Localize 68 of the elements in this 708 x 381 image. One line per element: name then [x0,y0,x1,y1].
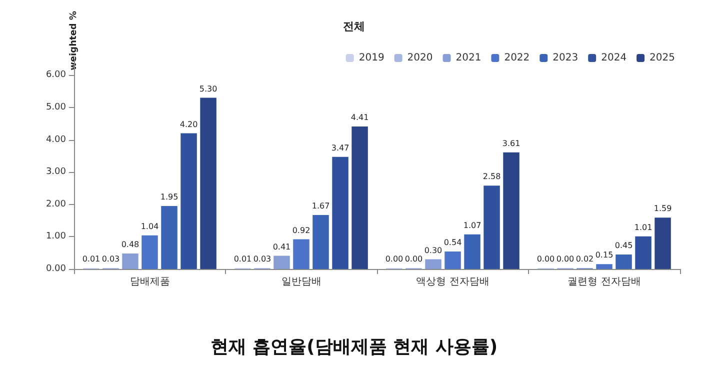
data-label: 1.67 [312,202,330,211]
bar [352,126,368,269]
data-label: 0.41 [272,242,291,252]
legend-label: 2021 [456,52,482,64]
x-tick-label: 일반담배 [281,276,322,288]
data-label: 0.00 [385,254,404,264]
data-label: 1.07 [463,220,482,230]
data-label: 0.48 [121,240,140,249]
bar [425,259,442,269]
bar [503,152,520,269]
data-label: 4.41 [350,113,369,122]
data-label: 3.61 [502,138,520,148]
legend-label: 2025 [650,52,676,64]
bar [312,215,329,269]
bar [200,98,216,269]
data-label: 1.04 [140,222,159,231]
data-label: 0.01 [234,254,252,264]
bar [444,252,461,269]
bar [142,235,158,269]
data-label: 1.95 [160,192,178,202]
data-label: 4.20 [180,120,198,129]
data-label: 1.01 [634,222,652,232]
data-label: 0.15 [595,250,614,260]
data-label: 1.59 [654,204,672,214]
data-label: 0.03 [253,254,272,264]
legend-label: 2022 [504,52,530,64]
data-label: 0.00 [404,254,423,264]
bar [274,256,290,269]
bar [332,156,348,269]
data-label: 0.03 [102,254,120,264]
data-label: 0.45 [614,240,633,250]
data-label: 0.01 [82,254,100,264]
bar [180,133,197,269]
data-label: 0.92 [292,226,310,235]
y-tick-label: 5.00 [46,102,66,112]
bar [161,206,178,269]
bar [596,264,612,269]
data-label: 0.00 [556,254,574,264]
y-tick-label: 2.00 [46,199,66,210]
legend-label: 2023 [552,52,578,64]
x-tick-label: 담배제품 [130,276,170,288]
y-axis-title: weighted % [69,11,79,70]
data-label: 0.30 [424,246,442,255]
legend-label: 2024 [601,52,627,64]
data-label: 0.00 [536,254,555,264]
legend-label: 2019 [358,52,384,64]
y-tick-label: 4.00 [46,134,66,145]
bar [635,236,652,269]
x-tick-label: 액상형 전자담배 [416,276,490,288]
text: 현재 흡연율(담배제품 현재 사용률) [210,336,498,358]
data-label: 0.02 [576,254,594,264]
y-tick-label: 3.00 [46,167,66,178]
bar [616,254,632,269]
bar [293,239,310,269]
y-tick-label: 1.00 [46,232,66,242]
bar [484,186,500,269]
chart-title: 전체 [343,20,365,33]
y-tick-label: 0.00 [46,264,66,274]
data-label: 2.58 [482,172,501,182]
data-label: 5.30 [199,84,218,94]
bar [122,253,138,269]
data-label: 3.47 [331,143,350,152]
legend-label: 2020 [407,52,433,64]
bar [654,218,671,269]
bar [464,234,480,269]
data-label: 0.54 [444,238,462,248]
y-tick-label: 6.00 [46,70,66,80]
x-tick-label: 궐련형 전자담배 [568,276,641,288]
